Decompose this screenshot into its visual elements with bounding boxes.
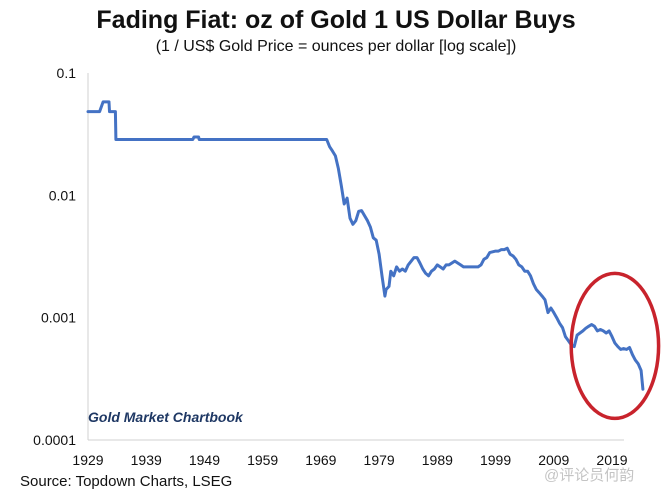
y-tick-label: 0.01: [49, 187, 76, 203]
highlight-ellipse: [569, 271, 661, 421]
watermark: @评论员何韵: [544, 467, 635, 484]
x-tick-label: 1999: [480, 452, 511, 468]
chart-title: Fading Fiat: oz of Gold 1 US Dollar Buys: [96, 6, 576, 34]
x-tick-label: 1949: [189, 452, 220, 468]
y-tick-label: 0.0001: [33, 432, 76, 448]
x-tick-label: 2019: [596, 452, 627, 468]
x-tick-label: 1959: [247, 452, 278, 468]
x-tick-label: 1939: [131, 452, 162, 468]
source-note: Source: Topdown Charts, LSEG: [20, 473, 233, 490]
x-axis-ticks: 1929 1939 1949 1959 1969 1979 1989 1999 2009 2019: [72, 452, 627, 468]
chart-annotation: Gold Market Chartbook: [88, 409, 244, 425]
y-axis-ticks: 0.1 0.01 0.001 0.0001: [33, 65, 76, 448]
x-tick-label: 1979: [364, 452, 395, 468]
chart-subtitle: (1 / US$ Gold Price = ounces per dollar …: [155, 38, 517, 55]
series-line: [86, 100, 645, 391]
y-tick-label: 0.001: [41, 310, 76, 326]
x-tick-label: 1989: [422, 452, 453, 468]
x-tick-label: 1929: [72, 452, 103, 468]
x-tick-label: 1969: [305, 452, 336, 468]
x-tick-label: 2009: [538, 452, 569, 468]
y-tick-label: 0.1: [57, 65, 77, 81]
